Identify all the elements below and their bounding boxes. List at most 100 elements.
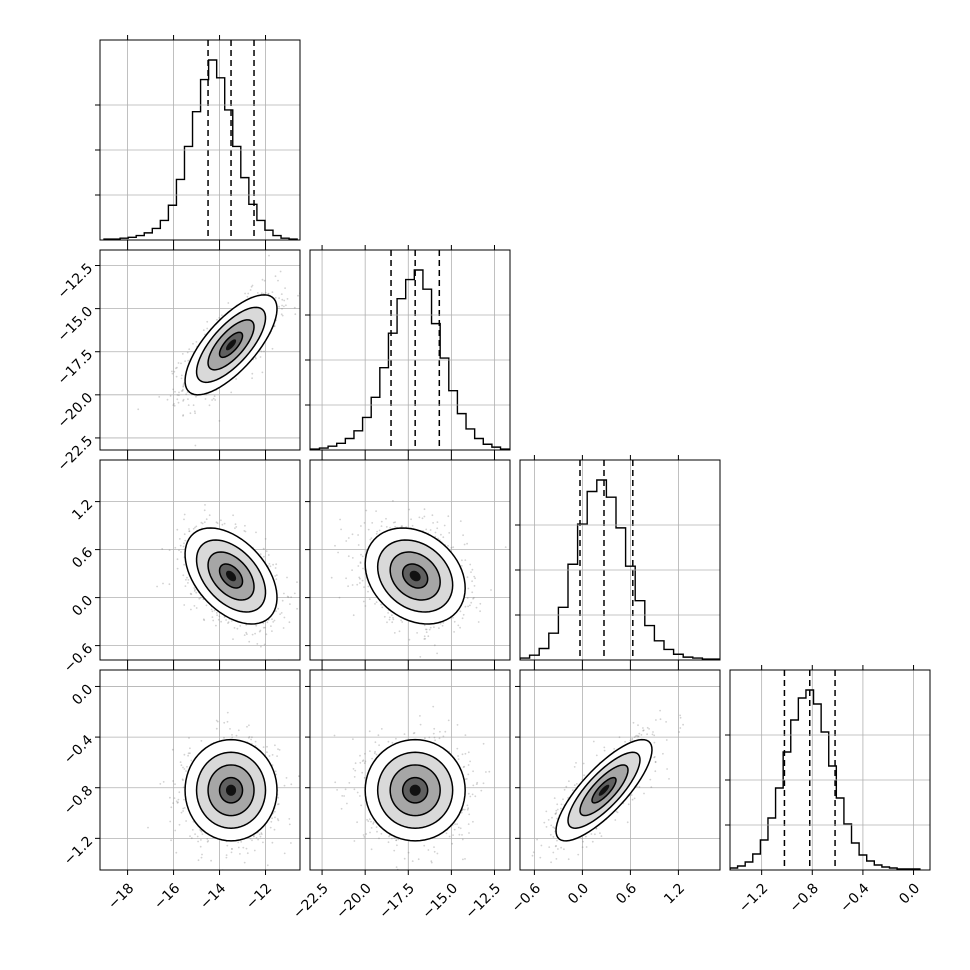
scatter-point: [264, 626, 266, 629]
contour-2: [207, 319, 255, 371]
scatter-point: [467, 751, 470, 754]
scatter-point: [278, 305, 280, 308]
scatter-point: [262, 841, 264, 844]
scatter-point: [469, 760, 471, 763]
scatter-point: [461, 559, 463, 562]
scatter-point: [273, 828, 276, 831]
x-tick-label-0-0: −18: [105, 880, 137, 912]
scatter-point: [471, 591, 474, 594]
scatter-point: [193, 605, 196, 607]
scatter-point: [457, 624, 460, 627]
scatter-point: [464, 778, 467, 781]
scatter-point: [433, 736, 436, 739]
scatter-point: [190, 759, 193, 762]
scatter-point: [294, 313, 297, 316]
panel-frame: [99, 39, 301, 241]
scatter-point: [178, 823, 181, 826]
scatter-point: [234, 527, 236, 530]
panel-3-1: [305, 665, 511, 875]
scatter-point: [416, 632, 418, 634]
scatter-point: [461, 617, 464, 620]
scatter-point: [215, 521, 218, 524]
panel-0-0: [95, 35, 301, 245]
scatter-point: [216, 522, 219, 525]
scatter-point: [182, 786, 185, 789]
density-peak: [409, 570, 421, 582]
scatter-point: [269, 565, 272, 568]
panel-content: [147, 711, 300, 870]
scatter-point: [378, 529, 381, 532]
scatter-point: [272, 621, 275, 623]
scatter-point: [375, 601, 378, 603]
scatter-point: [464, 559, 467, 561]
scatter-point: [368, 598, 371, 600]
scatter-point: [417, 858, 420, 861]
scatter-point: [200, 740, 203, 742]
scatter-point: [194, 526, 196, 529]
scatter-point: [185, 578, 187, 581]
scatter-point: [262, 746, 265, 748]
panel-frame: [99, 249, 301, 451]
scatter-point: [357, 565, 360, 567]
scatter-point: [389, 526, 391, 529]
scatter-point: [171, 748, 174, 751]
scatter-point: [268, 755, 271, 757]
scatter-point: [176, 394, 179, 396]
scatter-point: [187, 579, 190, 581]
scatter-point: [274, 770, 277, 773]
scatter-point: [250, 285, 253, 288]
scatter-point: [170, 839, 173, 842]
scatter-point: [273, 619, 276, 622]
scatter-point: [466, 808, 469, 811]
scatter-point: [285, 304, 287, 307]
scatter-point: [251, 284, 254, 287]
scatter-point: [463, 543, 466, 546]
scatter-point: [169, 796, 171, 799]
contour-0: [184, 738, 278, 842]
scatter-point: [440, 533, 442, 536]
scatter-point: [357, 534, 359, 536]
x-tick-label-0-2: −14: [197, 880, 229, 912]
scatter-point: [174, 390, 176, 393]
contour-1: [195, 751, 267, 829]
scatter-point: [474, 577, 476, 580]
scatter-point: [169, 820, 172, 823]
scatter-point: [288, 823, 291, 826]
scatter-point: [391, 614, 393, 617]
scatter-point: [203, 509, 206, 512]
scatter-point: [200, 829, 202, 832]
scatter-point: [274, 275, 277, 278]
panel-frame: [519, 459, 721, 661]
scatter-point: [216, 720, 219, 723]
contour-1: [195, 539, 267, 613]
scatter-point: [242, 846, 245, 849]
scatter-point: [231, 734, 233, 736]
panel-frame: [99, 669, 301, 871]
scatter-point: [296, 607, 298, 610]
scatter-point: [273, 810, 276, 813]
scatter-point: [205, 518, 208, 521]
scatter-point: [421, 517, 424, 520]
scatter-point: [356, 583, 359, 586]
scatter-point: [477, 621, 480, 623]
scatter-point: [172, 780, 175, 782]
scatter-point: [278, 749, 281, 751]
scatter-point: [259, 835, 262, 838]
density-peak: [225, 339, 237, 351]
scatter-point: [265, 550, 268, 553]
scatter-point: [464, 752, 467, 755]
scatter-point: [277, 819, 280, 822]
scatter-point: [183, 518, 185, 521]
scatter-point: [361, 579, 364, 582]
scatter-point: [453, 620, 456, 623]
scatter-point: [230, 620, 233, 622]
scatter-point: [293, 306, 296, 309]
scatter-point: [260, 833, 263, 836]
scatter-point: [277, 796, 280, 799]
scatter-point: [246, 852, 249, 855]
y-tick-label-3-2: −0.4: [61, 732, 96, 767]
scatter-point: [181, 778, 184, 781]
scatter-point: [263, 643, 266, 646]
scatter-point: [263, 555, 265, 558]
